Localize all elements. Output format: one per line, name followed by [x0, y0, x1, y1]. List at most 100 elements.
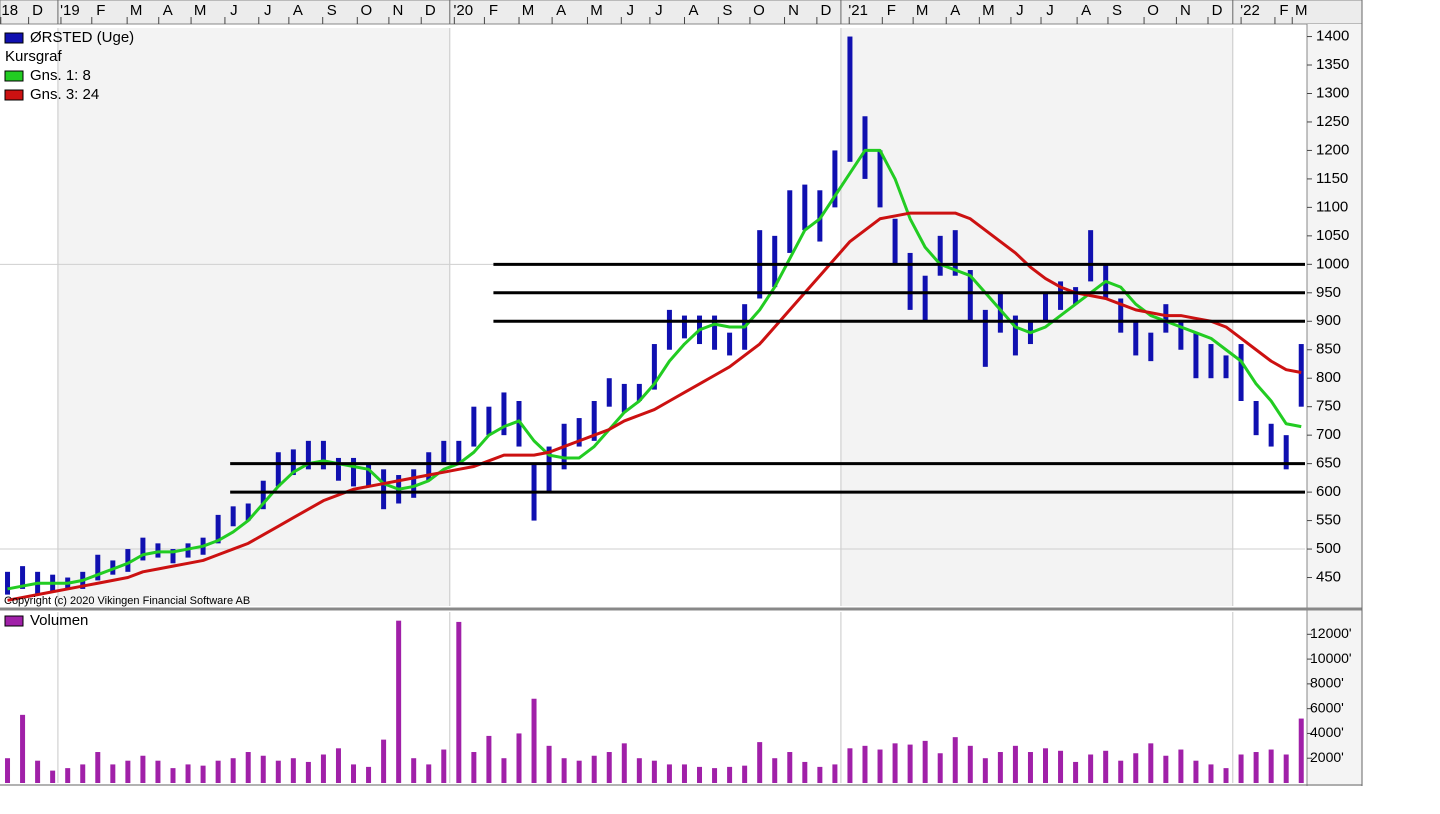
- x-tick-label: O: [753, 2, 765, 19]
- volume-bar: [546, 745, 552, 783]
- volume-bar: [441, 749, 447, 783]
- x-tick-label: D: [32, 2, 43, 19]
- volume-bar: [832, 764, 838, 783]
- x-tick-label: D: [425, 2, 436, 19]
- x-tick-label: 18: [1, 2, 18, 19]
- price-bar: [892, 218, 898, 265]
- y-tick-label: 550: [1316, 512, 1341, 529]
- x-tick-label: M: [522, 2, 535, 19]
- year-band: [57, 28, 450, 606]
- volume-bar: [456, 621, 462, 783]
- volume-bar: [1027, 752, 1033, 783]
- price-bar: [1058, 281, 1064, 310]
- price-bar: [1208, 344, 1214, 379]
- volume-bar: [1163, 755, 1169, 783]
- price-bar: [832, 150, 838, 208]
- x-tick-label: J: [1046, 2, 1054, 19]
- volume-bar: [140, 755, 146, 783]
- x-tick-label: J: [1016, 2, 1024, 19]
- y-tick-label: 6000': [1310, 699, 1344, 715]
- volume-bar: [727, 766, 733, 783]
- y-tick-label: 600: [1316, 483, 1341, 500]
- x-tick-label: S: [722, 2, 732, 19]
- volume-bar: [576, 760, 582, 783]
- price-bar: [727, 332, 733, 356]
- y-tick-label: 1200: [1316, 141, 1349, 158]
- y-tick-label: 1250: [1316, 113, 1349, 130]
- volume-bar: [1298, 718, 1304, 783]
- price-bar: [1298, 344, 1304, 407]
- y-tick-label: 1100: [1316, 198, 1348, 215]
- x-tick-label: '22: [1240, 2, 1260, 19]
- volume-bar: [5, 758, 11, 783]
- x-tick-label: D: [1212, 2, 1223, 19]
- volume-bar: [1178, 749, 1184, 783]
- price-bar: [1268, 423, 1274, 447]
- price-bar: [1088, 230, 1094, 282]
- volume-bar: [591, 755, 597, 783]
- x-tick-label: M: [590, 2, 603, 19]
- price-bar: [125, 549, 131, 572]
- y-tick-label: 700: [1316, 426, 1341, 443]
- legend-swatch: [4, 70, 24, 82]
- price-bar: [651, 344, 657, 390]
- price-bar: [982, 309, 988, 367]
- x-tick-label: M: [916, 2, 929, 19]
- price-bar: [591, 400, 597, 441]
- x-tick-label: F: [96, 2, 105, 19]
- volume-bar: [260, 755, 266, 783]
- x-tick-label: O: [360, 2, 372, 19]
- volume-bar: [561, 758, 567, 783]
- volume-bar: [351, 764, 357, 783]
- volume-bar: [697, 766, 703, 783]
- y-tick-label: 450: [1316, 568, 1341, 585]
- x-tick-label: F: [1279, 2, 1288, 19]
- x-tick-label: J: [230, 2, 238, 19]
- y-tick-label: 1050: [1316, 227, 1349, 244]
- x-tick-label: '20: [454, 2, 474, 19]
- x-tick-label: F: [489, 2, 498, 19]
- volume-bar: [1088, 754, 1094, 783]
- price-bar: [802, 184, 808, 231]
- x-tick-label: A: [556, 2, 566, 19]
- price-bar: [456, 440, 462, 464]
- price-bar: [1178, 321, 1184, 350]
- y-tick-label: 850: [1316, 341, 1341, 358]
- x-tick-label: J: [264, 2, 272, 19]
- y-tick-label: 900: [1316, 312, 1341, 329]
- x-tick-label: M: [130, 2, 143, 19]
- price-bar: [772, 235, 778, 288]
- volume-bar: [486, 735, 492, 783]
- x-tick-label: A: [293, 2, 303, 19]
- price-bar: [937, 235, 943, 276]
- price-bar: [351, 457, 357, 487]
- volume-bar: [426, 764, 432, 783]
- x-tick-label: S: [1112, 2, 1122, 19]
- price-bar: [997, 292, 1003, 333]
- legend-swatch: [4, 89, 24, 101]
- volume-bar: [1253, 752, 1259, 783]
- legend-swatch: [4, 615, 24, 627]
- x-tick-label: J: [627, 2, 635, 19]
- y-tick-label: 500: [1316, 540, 1341, 557]
- price-bar: [441, 440, 447, 464]
- price-bar: [516, 400, 522, 447]
- x-tick-label: J: [655, 2, 663, 19]
- volume-bar: [1133, 753, 1139, 783]
- volume-bar: [847, 748, 853, 783]
- volume-bar: [230, 758, 236, 783]
- x-tick-label: '19: [60, 2, 80, 19]
- volume-bar: [636, 758, 642, 783]
- volume-bar: [396, 620, 402, 783]
- price-bar: [1193, 332, 1199, 379]
- volume-bar: [651, 760, 657, 783]
- x-tick-label: M: [194, 2, 207, 19]
- volume-bar: [35, 760, 41, 783]
- price-bar: [366, 463, 372, 487]
- copyright: Copyright (c) 2020 Vikingen Financial So…: [4, 595, 250, 607]
- volume-bar: [1268, 749, 1274, 783]
- volume-bar: [185, 764, 191, 783]
- volume-bar: [1058, 750, 1064, 783]
- price-bar: [95, 554, 101, 581]
